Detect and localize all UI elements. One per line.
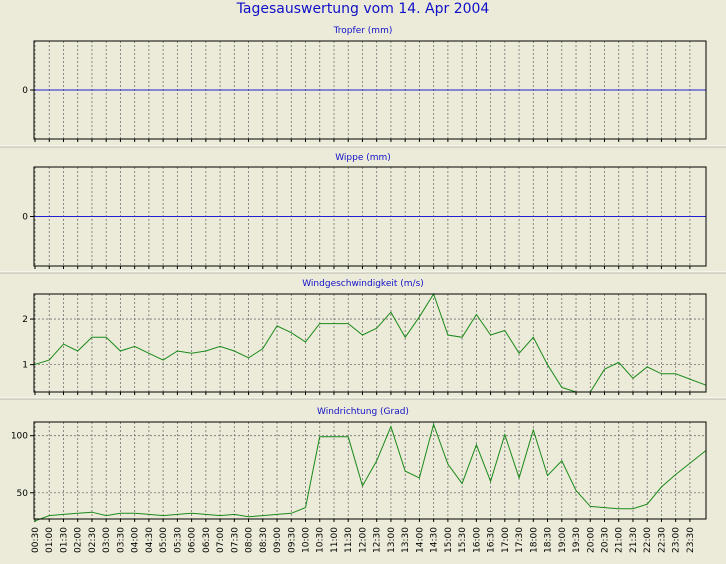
x-tick-label-4: 02:30 bbox=[88, 527, 98, 553]
y-tick-label-4-0: 50 bbox=[17, 489, 29, 499]
x-tick-label-22: 11:30 bbox=[344, 527, 354, 553]
panel-title-3: Windgeschwindigkeit (m/s) bbox=[302, 279, 424, 289]
x-tick-label-31: 16:00 bbox=[472, 527, 482, 553]
x-tick-label-14: 07:30 bbox=[230, 527, 240, 553]
x-tick-label-40: 20:30 bbox=[600, 527, 610, 553]
y-tick-label-4-1: 100 bbox=[11, 432, 28, 442]
x-tick-label-34: 17:30 bbox=[515, 527, 525, 553]
x-tick-label-32: 16:30 bbox=[487, 527, 497, 553]
x-tick-label-0: 00:30 bbox=[31, 527, 41, 553]
x-tick-label-28: 14:30 bbox=[430, 527, 440, 553]
x-tick-label-5: 03:00 bbox=[102, 527, 112, 553]
x-tick-label-6: 03:30 bbox=[116, 527, 126, 553]
x-tick-label-39: 20:00 bbox=[586, 527, 596, 553]
x-tick-label-9: 05:00 bbox=[159, 527, 169, 553]
x-tick-label-24: 12:30 bbox=[373, 527, 383, 553]
x-tick-label-44: 22:30 bbox=[657, 527, 667, 553]
x-tick-label-42: 21:30 bbox=[629, 527, 639, 553]
plot-frame-1 bbox=[33, 40, 707, 140]
x-tick-label-27: 14:00 bbox=[415, 527, 425, 553]
x-tick-label-29: 15:00 bbox=[444, 527, 454, 553]
series-line-4 bbox=[33, 422, 707, 522]
plot-frame-4 bbox=[33, 421, 707, 520]
x-tick-label-1: 01:00 bbox=[45, 527, 55, 553]
x-tick-label-26: 13:30 bbox=[401, 527, 411, 553]
x-tick-label-12: 06:30 bbox=[202, 527, 212, 553]
x-tick-label-11: 06:00 bbox=[188, 527, 198, 553]
page-title: Tagesauswertung vom 14. Apr 2004 bbox=[236, 1, 490, 17]
x-tick-label-43: 22:00 bbox=[643, 527, 653, 553]
x-tick-label-8: 04:30 bbox=[145, 527, 155, 553]
x-tick-label-46: 23:30 bbox=[686, 527, 696, 553]
x-tick-label-23: 12:00 bbox=[358, 527, 368, 553]
plot-frame-3 bbox=[33, 293, 707, 393]
x-tick-label-10: 05:30 bbox=[173, 527, 183, 553]
x-tick-label-36: 18:30 bbox=[544, 527, 554, 553]
y-tick-label-2-0: 0 bbox=[22, 213, 28, 223]
x-tick-label-35: 18:00 bbox=[529, 527, 539, 553]
panel-title-2: Wippe (mm) bbox=[335, 153, 391, 163]
x-tick-label-13: 07:00 bbox=[216, 527, 226, 553]
x-tick-label-25: 13:00 bbox=[387, 527, 397, 553]
panel-title-4: Windrichtung (Grad) bbox=[317, 407, 409, 417]
x-tick-label-21: 11:00 bbox=[330, 527, 340, 553]
x-tick-label-30: 15:30 bbox=[458, 527, 468, 553]
x-tick-label-41: 21:00 bbox=[615, 527, 625, 553]
x-tick-label-3: 02:00 bbox=[74, 527, 84, 553]
x-tick-label-19: 10:00 bbox=[302, 527, 312, 553]
x-tick-label-37: 19:00 bbox=[558, 527, 568, 553]
x-tick-label-45: 23:00 bbox=[672, 527, 682, 553]
plot-frame-2 bbox=[33, 166, 707, 267]
x-tick-label-15: 08:00 bbox=[245, 527, 255, 553]
x-tick-label-33: 17:00 bbox=[501, 527, 511, 553]
x-tick-label-38: 19:30 bbox=[572, 527, 582, 553]
panel-title-1: Tropfer (mm) bbox=[333, 26, 393, 36]
x-tick-label-20: 10:30 bbox=[316, 527, 326, 553]
x-tick-label-16: 08:30 bbox=[259, 527, 269, 553]
x-tick-label-2: 01:30 bbox=[59, 527, 69, 553]
y-tick-label-1-0: 0 bbox=[22, 86, 28, 96]
x-tick-label-7: 04:00 bbox=[131, 527, 141, 553]
x-tick-label-18: 09:30 bbox=[287, 527, 297, 553]
y-tick-label-3-0: 1 bbox=[22, 361, 28, 371]
x-tick-label-17: 09:00 bbox=[273, 527, 283, 553]
y-tick-label-3-1: 2 bbox=[22, 315, 28, 325]
